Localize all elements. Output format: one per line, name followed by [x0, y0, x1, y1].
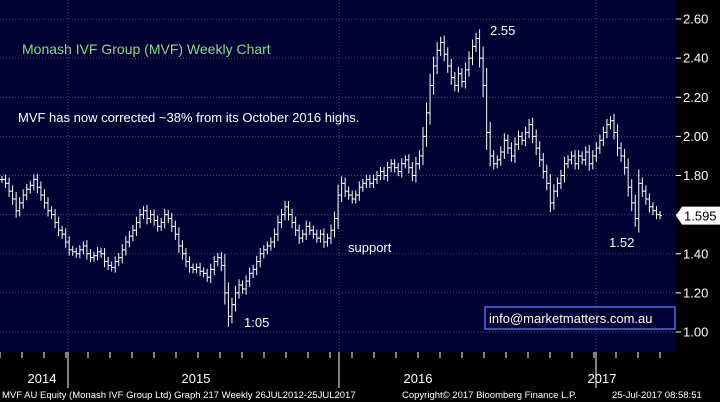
y-tick-label: 2.60 — [683, 12, 708, 27]
chart-title: Monash IVF Group (MVF) Weekly Chart — [22, 41, 271, 57]
y-tick-label: 1.00 — [683, 325, 708, 340]
y-tick-label: 2.00 — [683, 129, 708, 144]
last-price-marker: 1.595 — [676, 206, 720, 225]
contact-link[interactable]: info@marketmatters.com.au — [484, 306, 676, 330]
x-tick-label: 2015 — [182, 371, 211, 386]
x-tick-label: 2017 — [588, 371, 617, 386]
x-tick-label: 2016 — [404, 371, 433, 386]
y-tick-label: 1.80 — [683, 168, 708, 183]
y-tick-label: 2.40 — [683, 51, 708, 66]
x-axis-ticks: 2014 2015 2016 2017 — [0, 352, 661, 388]
x-tick-label: 2014 — [28, 371, 57, 386]
footer-center: Copyright© 2017 Bloomberg Finance L.P. — [402, 390, 577, 401]
annotation-recent-low: 1.52 — [609, 235, 634, 250]
annotation-support: support — [348, 240, 392, 255]
x-axis-panel — [0, 352, 720, 388]
footer-right: 25-Jul-2017 08:58:51 — [612, 390, 702, 401]
axis-panel — [676, 0, 720, 352]
y-axis-ticks: 2.602.402.202.001.801.601.401.201.00 — [676, 12, 708, 340]
annotation-high: 2.55 — [490, 23, 515, 38]
y-tick-label: 1.20 — [683, 285, 708, 300]
price-bars — [0, 29, 662, 327]
footer-bar — [0, 388, 720, 402]
contact-link-text[interactable]: info@marketmatters.com.au — [489, 311, 652, 326]
last-price-label: 1.595 — [684, 209, 717, 224]
contact-link-box — [484, 306, 676, 330]
price-bar — [658, 210, 662, 220]
annotation-low: 1:05 — [244, 315, 269, 330]
y-tick-label: 1.40 — [683, 246, 708, 261]
last-price-tag — [676, 206, 720, 225]
footer-left: MVF AU Equity (Monash IVF Group Ltd) Gra… — [2, 390, 356, 401]
chart-note: MVF has now corrected ~38% from its Octo… — [18, 110, 359, 125]
y-tick-label: 2.20 — [683, 90, 708, 105]
